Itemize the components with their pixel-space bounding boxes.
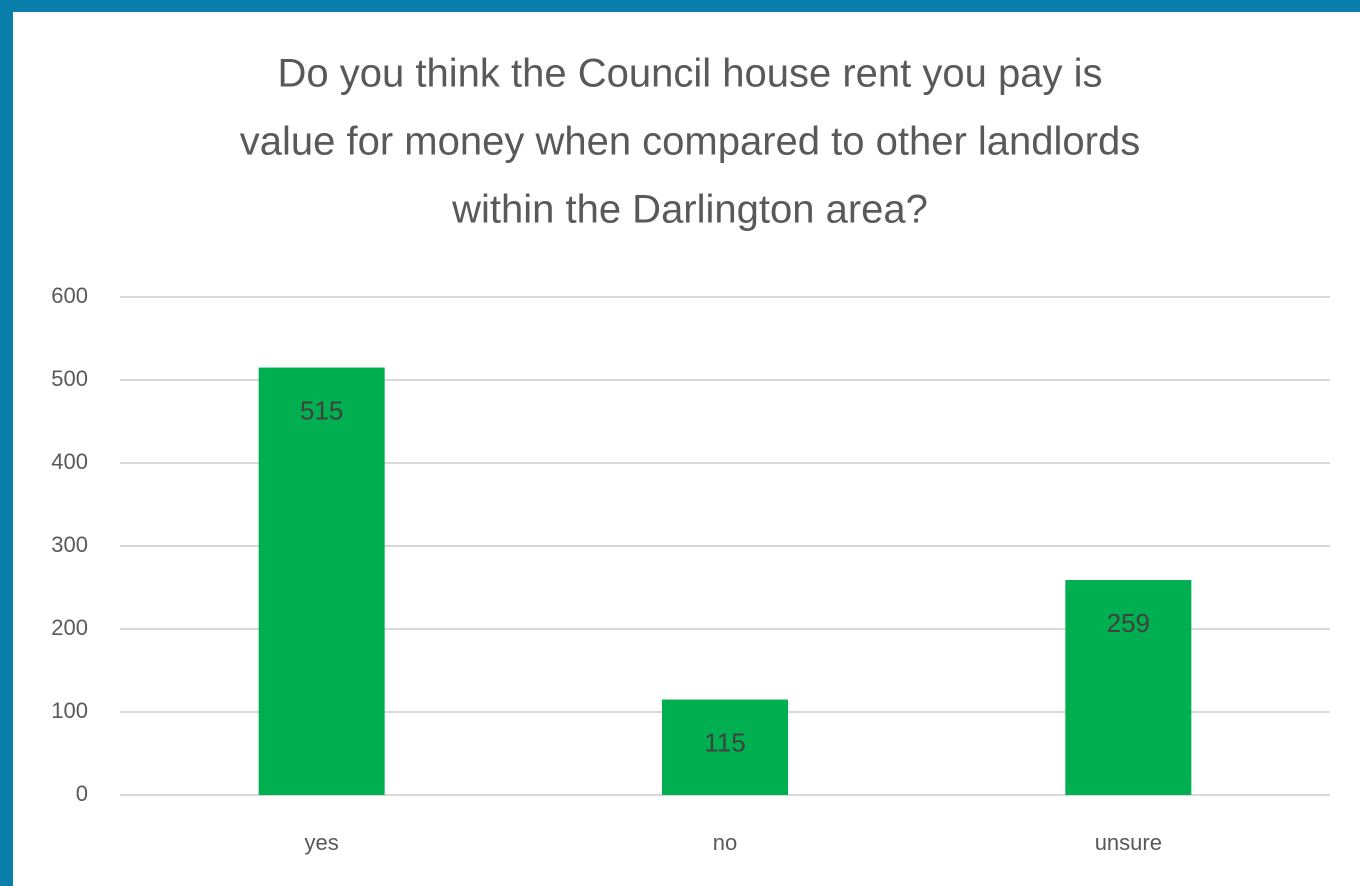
x-tick-label: no bbox=[713, 830, 737, 855]
data-label: 515 bbox=[300, 395, 343, 425]
y-tick-label: 100 bbox=[51, 698, 88, 723]
chart-title: Do you think the Council house rent you … bbox=[278, 52, 1103, 96]
bar bbox=[1065, 580, 1192, 795]
y-tick-label: 400 bbox=[51, 449, 88, 474]
bar bbox=[662, 699, 788, 795]
y-tick-label: 500 bbox=[51, 366, 88, 391]
data-label: 115 bbox=[704, 727, 745, 757]
y-tick-label: 200 bbox=[51, 615, 88, 640]
bar bbox=[258, 367, 385, 795]
x-tick-label: yes bbox=[305, 830, 339, 855]
y-tick-label: 600 bbox=[51, 283, 88, 308]
chart-title: within the Darlington area? bbox=[451, 188, 928, 232]
x-tick-label: unsure bbox=[1095, 830, 1162, 855]
chart-title: value for money when compared to other l… bbox=[240, 120, 1141, 164]
data-label: 259 bbox=[1107, 608, 1150, 638]
y-tick-label: 300 bbox=[51, 532, 88, 557]
y-tick-label: 0 bbox=[76, 781, 88, 806]
